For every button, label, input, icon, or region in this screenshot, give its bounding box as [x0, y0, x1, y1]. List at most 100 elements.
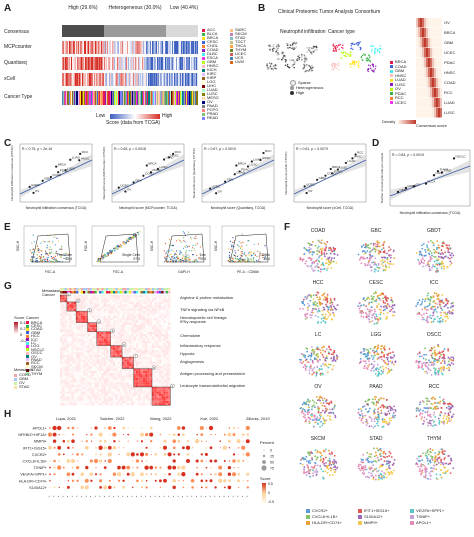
xcell-row-cell	[69, 73, 71, 86]
corr-cell	[69, 320, 72, 323]
quantiseq-row-cell	[99, 57, 101, 70]
corr-cell	[60, 400, 63, 404]
xcell-row-cell	[108, 73, 110, 86]
cell-dot	[432, 413, 435, 416]
cell-dot	[392, 310, 394, 313]
cell-dot	[368, 453, 371, 456]
gate-name: CD66b	[259, 253, 270, 257]
cell-dot	[416, 303, 419, 305]
corr-cell	[66, 345, 70, 348]
cell-dot	[309, 294, 312, 297]
mcpcounter-row-cell	[112, 41, 114, 54]
cancer-legend-item: PCPG	[202, 108, 219, 112]
row-label-cancer-type: Cancer Type	[4, 94, 33, 100]
corr-cell	[62, 354, 65, 358]
umap-point	[306, 51, 308, 54]
cancer-type-cell	[100, 91, 102, 105]
cell-dot	[426, 459, 429, 462]
cell-dot	[334, 414, 337, 417]
cancer-track-cell	[71, 291, 74, 294]
corr-cell	[83, 318, 86, 321]
cancer-legend-item: DLBC	[202, 52, 219, 56]
cell-dot	[442, 353, 445, 356]
corr-cell	[69, 398, 72, 401]
cell-dot	[367, 476, 370, 479]
umap-point	[352, 61, 354, 63]
event-dot	[241, 260, 243, 262]
cell-dot	[422, 357, 425, 360]
corr-cell	[85, 393, 88, 397]
corr-cell	[66, 306, 70, 309]
cell-dot	[369, 320, 372, 323]
cell-dot	[373, 300, 376, 302]
cell-dot	[437, 461, 440, 464]
cell-dot	[308, 294, 310, 296]
corr-cell	[60, 403, 63, 406]
umap-point	[284, 58, 287, 61]
quantiseq-row-cell	[113, 57, 115, 70]
umap-point	[298, 54, 301, 56]
cell-dot	[375, 396, 377, 398]
corr-cell	[69, 364, 72, 367]
cell-dot	[375, 461, 378, 463]
corr-cell	[80, 373, 83, 376]
corr-cell	[73, 308, 77, 312]
cancer-legend-item: KIRP	[202, 76, 219, 80]
cell-dot	[308, 469, 311, 472]
point-label: BRCA	[238, 161, 246, 165]
event-dot	[179, 258, 181, 261]
cell-dot	[380, 373, 383, 376]
mcpcounter-row-cell	[107, 41, 109, 54]
xcell-row-cell	[131, 73, 133, 86]
corr-cell	[76, 304, 79, 307]
cancer-type-cell	[150, 91, 152, 105]
umap-point	[276, 58, 279, 60]
cancer-legend-item: LUSC	[202, 92, 219, 96]
xcell-row-cell	[136, 73, 138, 86]
event-dot	[36, 250, 39, 252]
umap-point	[333, 46, 335, 48]
data-point	[49, 175, 52, 179]
event-dot	[61, 248, 63, 251]
event-dot	[53, 236, 55, 239]
umap-point	[368, 59, 370, 61]
xcell-row-cell	[163, 73, 165, 86]
umap-point	[276, 49, 279, 52]
corr-cell	[87, 393, 90, 397]
cell-dot	[427, 308, 429, 311]
cell-dot	[382, 397, 385, 400]
cell-dot	[330, 248, 332, 250]
xcell-row-cell	[77, 73, 79, 86]
event-dot	[119, 246, 121, 249]
umap-point	[282, 57, 284, 59]
panel-c: UCEC OV GBM COAD BRCA LUSC LUAD HNSC RCC PDAC R = …	[0, 140, 372, 222]
cell-dot	[335, 462, 338, 464]
density-cell	[438, 48, 440, 58]
group-high-label: High (29.6%)	[68, 5, 98, 11]
cell-dot	[311, 405, 314, 408]
cell-dot	[319, 415, 322, 418]
density-cell	[428, 28, 430, 38]
corr-cell	[69, 336, 72, 339]
corr-cell	[85, 295, 88, 298]
cell-dot	[308, 369, 311, 372]
cancer-type-cell	[151, 91, 153, 105]
mcpcounter-row-cell	[141, 41, 143, 54]
xcell-row-cell	[140, 73, 142, 86]
cell-dot	[388, 473, 391, 476]
event-dot	[249, 253, 251, 256]
mcpcounter-row-cell	[137, 41, 139, 54]
event-dot	[193, 237, 195, 239]
cancer-track-cell	[110, 291, 113, 294]
cancer-type-cell	[81, 91, 83, 105]
cell-dot	[440, 407, 443, 410]
event-dot	[257, 250, 259, 252]
cell-dot	[373, 364, 376, 366]
corr-cell	[83, 345, 86, 348]
cell-dot	[329, 467, 332, 470]
event-dot	[227, 260, 229, 262]
metastasis-track-cell	[138, 288, 141, 291]
corr-cell	[69, 359, 72, 362]
cell-dot	[329, 462, 331, 465]
cell-dot	[378, 399, 381, 401]
